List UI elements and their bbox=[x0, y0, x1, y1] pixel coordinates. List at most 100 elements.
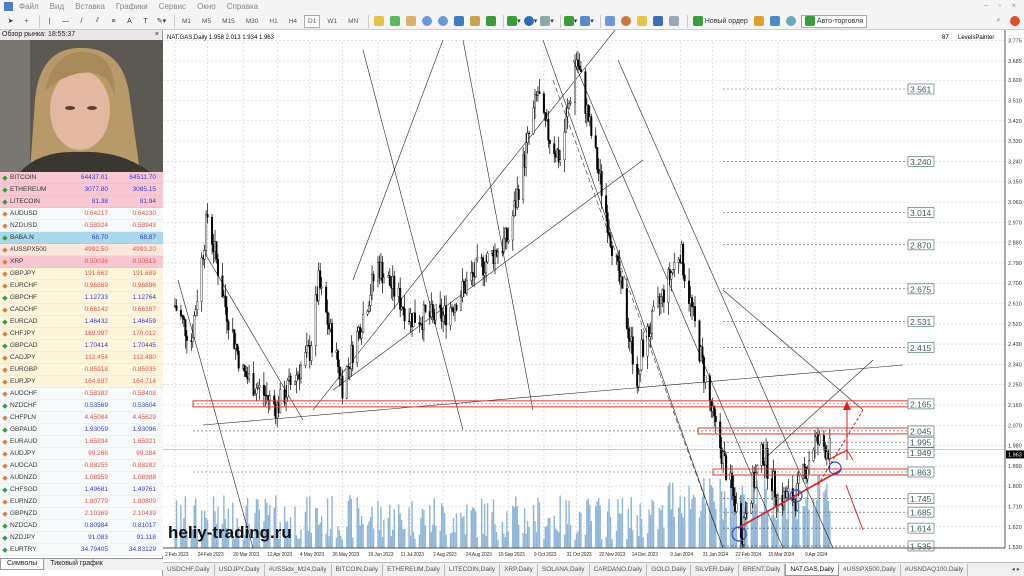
timeframe-w1[interactable]: W1 bbox=[327, 17, 338, 25]
crosshair-tool-icon[interactable]: + bbox=[24, 17, 29, 25]
chart-tab[interactable]: #USSPX500,Daily bbox=[839, 563, 901, 576]
data-window-icon[interactable] bbox=[620, 15, 633, 28]
horizontal-line-icon[interactable]: — bbox=[62, 17, 69, 25]
symbol-row[interactable]: ◆ GBPAUD 1.93059 1.93096 bbox=[0, 424, 163, 436]
menu-item[interactable]: Графики bbox=[115, 2, 148, 11]
symbol-row[interactable]: ◆ AUDNZD 1.08959 1.08988 bbox=[0, 472, 163, 484]
channel-icon[interactable]: ⫽ bbox=[95, 17, 100, 24]
tester-icon[interactable] bbox=[668, 15, 681, 28]
symbol-row[interactable]: ◆ NZDUSD 0.58924 0.58943 bbox=[0, 220, 163, 232]
timeframe-h1[interactable]: H1 bbox=[269, 17, 278, 25]
vertical-line-icon[interactable]: | bbox=[48, 17, 51, 25]
trendline-icon[interactable]: / bbox=[80, 17, 83, 25]
timeframe-h4[interactable]: H4 bbox=[288, 17, 297, 25]
timeframe-m5[interactable]: M5 bbox=[202, 17, 212, 25]
symbol-row[interactable]: ◆ NZDCHF 0.53569 0.53604 bbox=[0, 400, 163, 412]
symbol-row[interactable]: ◆ AUDCHF 0.58382 0.58408 bbox=[0, 388, 163, 400]
symbol-row[interactable]: ◆ ETHEREUM 3077.80 3085.15 bbox=[0, 184, 163, 196]
menu-item[interactable]: Вставка bbox=[75, 2, 105, 11]
symbol-row[interactable]: ◆ CHFJPY 169.997 170.012 bbox=[0, 328, 163, 340]
symbol-row[interactable]: ◆ GBPCHF 1.12733 1.12764 bbox=[0, 292, 163, 304]
symbol-row[interactable]: ◆ NZDCAD 0.80984 0.81017 bbox=[0, 520, 163, 532]
templates-icon[interactable]: ▾ bbox=[540, 15, 554, 28]
search-icon[interactable]: ⌕ bbox=[996, 17, 1001, 24]
line-chart-icon[interactable] bbox=[404, 15, 417, 28]
window-controls[interactable]: – ▫ × bbox=[983, 1, 1020, 10]
expert-icon[interactable] bbox=[753, 15, 766, 28]
menu-item[interactable]: Сервис bbox=[158, 2, 187, 11]
timeframe-d1[interactable]: D1 bbox=[304, 14, 321, 28]
timeframe-m15[interactable]: M15 bbox=[222, 17, 235, 25]
text-icon[interactable]: A bbox=[127, 17, 132, 25]
navigator-icon[interactable] bbox=[636, 15, 649, 28]
chart-tab[interactable]: XRP,Daily bbox=[500, 563, 538, 576]
periods-icon[interactable]: ▾ bbox=[523, 15, 537, 28]
timeframe-m30[interactable]: M30 bbox=[245, 17, 259, 25]
symbol-row[interactable]: ◆ #USSPX500 4992.50 4993.20 bbox=[0, 244, 163, 256]
tile-windows-icon[interactable] bbox=[452, 15, 465, 28]
fibonacci-icon[interactable]: ≡ bbox=[111, 17, 116, 25]
symbol-row[interactable]: ◆ NZDJPY 91.083 91.118 bbox=[0, 532, 163, 544]
signals-icon[interactable] bbox=[769, 15, 782, 28]
symbol-row[interactable]: ◆ EURAUD 1.65894 1.65921 bbox=[0, 436, 163, 448]
chart-tab[interactable]: USDCHF,Daily bbox=[163, 563, 215, 576]
symbol-row[interactable]: ◆ CADCHF 0.66142 0.66167 bbox=[0, 304, 163, 316]
chart-tab[interactable]: SOLANA,Daily bbox=[538, 563, 590, 576]
menu-item[interactable]: Окно bbox=[197, 2, 216, 11]
new-chart-icon[interactable]: ▾ bbox=[563, 15, 577, 28]
chart-tab[interactable]: BRENT,Daily bbox=[739, 563, 786, 576]
chart-tab[interactable]: GOLD,Daily bbox=[647, 563, 691, 576]
menu-item[interactable]: Вид bbox=[49, 2, 65, 11]
market-watch-icon[interactable] bbox=[604, 15, 617, 28]
chart-tab[interactable]: LITECOIN,Daily bbox=[445, 563, 501, 576]
symbol-row[interactable]: ◆ EURNZD 1.80779 1.80809 bbox=[0, 496, 163, 508]
symbol-row[interactable]: ◆ GBPNZD 2.10369 2.10439 bbox=[0, 508, 163, 520]
text-label-icon[interactable]: T bbox=[143, 17, 148, 25]
chart-tab[interactable]: ETHEREUM,Daily bbox=[383, 563, 445, 576]
profiles-icon[interactable]: ▾ bbox=[580, 15, 594, 28]
symbol-row[interactable]: ◆ BABA.N 68.70 68.87 bbox=[0, 232, 163, 244]
chart-tab[interactable]: BITCOIN,Daily bbox=[332, 563, 384, 576]
symbol-row[interactable]: ◆ AUDCAD 0.88255 0.88282 bbox=[0, 460, 163, 472]
tab-tick-chart[interactable]: Тиковый график bbox=[50, 560, 103, 567]
symbol-row[interactable]: ◆ EURJPY 164.697 164.714 bbox=[0, 376, 163, 388]
zoom-out-icon[interactable] bbox=[436, 15, 449, 28]
candle-chart-icon[interactable] bbox=[388, 15, 401, 28]
symbol-row[interactable]: ◆ GBPJPY 191.662 191.689 bbox=[0, 268, 163, 280]
chart-tab[interactable]: CARDANO,Daily bbox=[590, 563, 648, 576]
symbol-row[interactable]: ◆ AUDJPY 99.266 99.284 bbox=[0, 448, 163, 460]
symbol-row[interactable]: ◆ LITECOIN 81.38 81.94 bbox=[0, 196, 163, 208]
cursor-tool-icon[interactable]: ➤ bbox=[7, 18, 14, 25]
menu-item[interactable]: Файл bbox=[19, 2, 39, 11]
symbol-row[interactable]: ◆ EURGBP 0.85918 0.85935 bbox=[0, 364, 163, 376]
tab-scroll-arrows[interactable]: ◂ ▸ bbox=[1011, 565, 1020, 573]
chart-tab[interactable]: SILVER,Daily bbox=[691, 563, 739, 576]
new-order-button[interactable]: Новый ордер bbox=[691, 15, 750, 28]
terminal-icon[interactable] bbox=[652, 15, 665, 28]
shapes-icon[interactable]: ✎▾ bbox=[156, 18, 167, 25]
symbol-row[interactable]: ◆ XRP 0.50036 0.50513 bbox=[0, 256, 163, 268]
auto-trading-button[interactable]: Авто-торговля bbox=[800, 14, 868, 28]
market-icon[interactable] bbox=[785, 15, 798, 28]
symbol-row[interactable]: ◆ EURCHF 0.96869 0.96896 bbox=[0, 280, 163, 292]
notification-icon[interactable] bbox=[1008, 15, 1021, 28]
chart-tab[interactable]: #USNDAQ100,Daily bbox=[901, 563, 969, 576]
tab-symbols[interactable]: Символы bbox=[0, 559, 45, 570]
chart-window[interactable]: 3.561 3.240 3.014 2.870 2.675 2.531 2.415 2.165… bbox=[163, 19, 1024, 562]
symbol-row[interactable]: ◆ BITCOIN 64437.01 64511.70 bbox=[0, 172, 163, 184]
chart-tab[interactable]: #USSidx_M24,Daily bbox=[265, 563, 332, 576]
symbol-row[interactable]: ◆ CHFSGD 1.49681 1.49761 bbox=[0, 484, 163, 496]
price-chart[interactable]: 3.561 3.240 3.014 2.870 2.675 2.531 2.415 2.165… bbox=[163, 19, 1024, 562]
timeframe-mn[interactable]: MN bbox=[348, 17, 359, 25]
symbol-row[interactable]: ◆ CHFPLN 4.45084 4.45629 bbox=[0, 412, 163, 424]
chart-tab[interactable]: USDJPY,Daily bbox=[215, 563, 265, 576]
symbol-row[interactable]: ◆ GBPCAD 1.70414 1.70445 bbox=[0, 340, 163, 352]
symbol-row[interactable]: ◆ EURCAD 1.46432 1.46459 bbox=[0, 316, 163, 328]
indicators-icon[interactable]: ▾ bbox=[507, 15, 521, 28]
autoscroll-icon[interactable] bbox=[468, 15, 481, 28]
symbol-row[interactable]: ◆ EURTRY 34.79405 34.83129 bbox=[0, 544, 163, 556]
timeframe-m1[interactable]: M1 bbox=[182, 17, 192, 25]
chart-shift-icon[interactable] bbox=[484, 15, 497, 28]
zoom-in-icon[interactable] bbox=[420, 15, 433, 28]
symbol-row[interactable]: ◆ AUDUSD 0.64217 0.64230 bbox=[0, 208, 163, 220]
